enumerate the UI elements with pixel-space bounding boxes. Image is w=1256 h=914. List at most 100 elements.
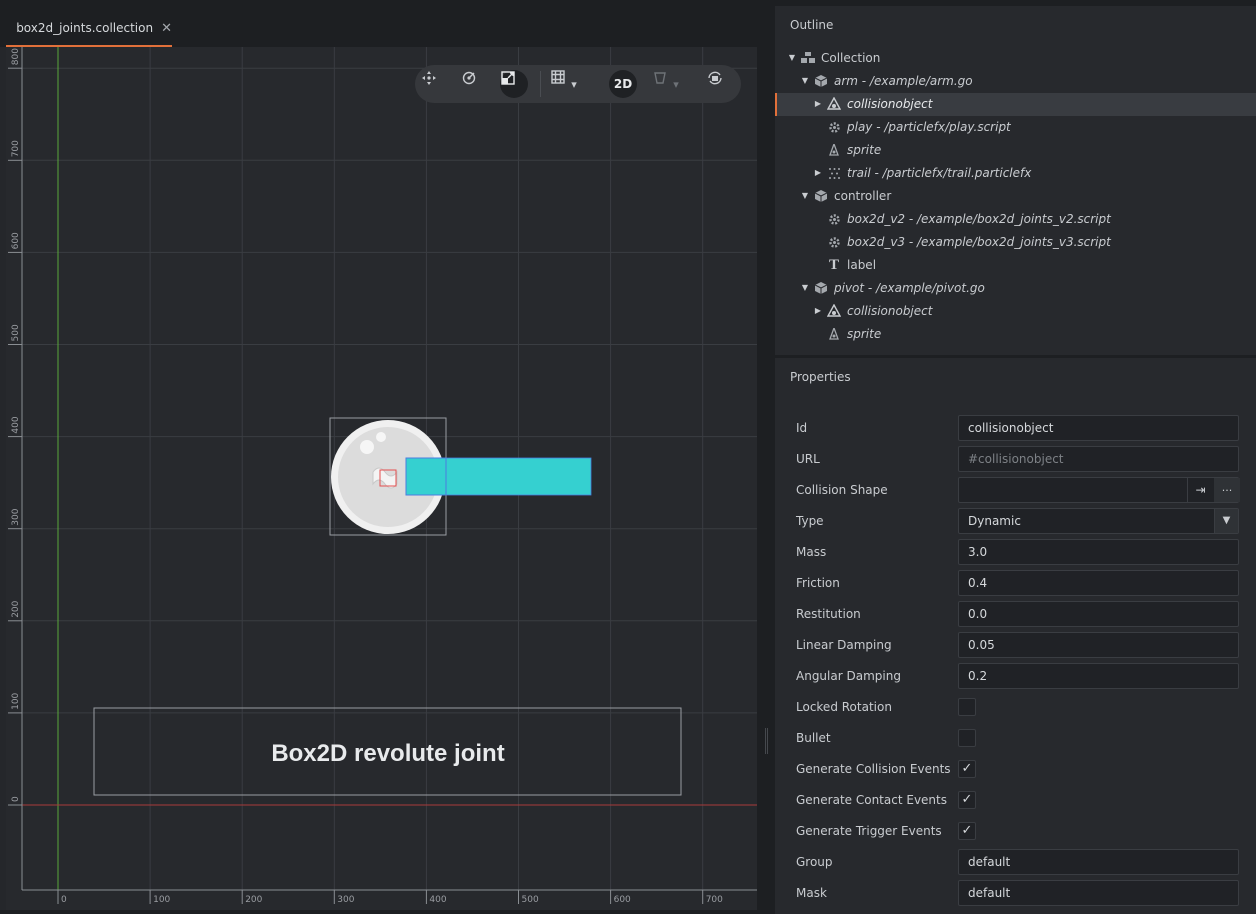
outline-item[interactable]: ▼ pivot - /example/pivot.go <box>775 277 1256 300</box>
prop-row-type: Type Dynamic ▼ <box>775 508 1256 534</box>
outline-item[interactable]: box2d_v3 - /example/box2d_joints_v3.scri… <box>775 231 1256 254</box>
status-strip <box>0 910 757 914</box>
generate-collision-events-checkbox[interactable]: ✓ <box>958 760 976 778</box>
camera-icon <box>708 71 722 85</box>
outline-item[interactable]: ▼ arm - /example/arm.go <box>775 70 1256 93</box>
collection-icon <box>801 51 815 65</box>
outline-item[interactable]: ▼ Collection <box>775 47 1256 70</box>
y-tick-label: 0 <box>11 796 21 802</box>
tab-title: box2d_joints.collection <box>16 21 154 35</box>
type-select[interactable]: Dynamic ▼ <box>958 508 1239 534</box>
prop-row-id: Id collisionobject <box>775 415 1256 441</box>
id-label: Id <box>796 421 808 435</box>
goto-resource-icon[interactable]: ⇥ <box>1187 478 1213 502</box>
gameobject-icon <box>814 74 828 88</box>
visibility-icon <box>654 72 666 84</box>
outline-item[interactable]: ▶ collisionobject <box>775 93 1256 116</box>
expand-arrow-icon[interactable]: ▼ <box>788 53 796 62</box>
prop-row-linear-damping: Linear Damping 0.05 <box>775 632 1256 658</box>
gameobject-icon <box>814 189 828 203</box>
splitter-grip[interactable] <box>765 728 768 754</box>
outline-item-label: sprite <box>847 143 882 157</box>
mode-2d-button[interactable]: 2D <box>609 70 637 98</box>
bullet-checkbox[interactable] <box>958 729 976 747</box>
prop-row-friction: Friction 0.4 <box>775 570 1256 596</box>
browse-button[interactable]: ... <box>1214 478 1240 502</box>
outline-item[interactable]: play - /particlefx/play.script <box>775 116 1256 139</box>
scene-canvas[interactable]: 0 100 200 300 400 500 600 700 0 100 200 300 400 500 6… <box>6 47 757 910</box>
outline-item[interactable]: ▶ trail - /particlefx/trail.particlefx <box>775 162 1256 185</box>
outline-item-label: play - /particlefx/play.script <box>847 120 1011 134</box>
editor-pane: box2d_joints.collection ✕ 0 100 200 300 400 5… <box>0 0 757 914</box>
outline-item[interactable]: box2d_v2 - /example/box2d_joints_v2.scri… <box>775 208 1256 231</box>
collapse-arrow-icon[interactable]: ▶ <box>814 168 822 177</box>
properties-panel: Properties Id collisionobject URL #colli… <box>775 358 1256 914</box>
script-icon <box>827 235 841 249</box>
grid-settings-button[interactable]: ▾ <box>551 70 593 98</box>
generate-trigger-events-checkbox[interactable]: ✓ <box>958 822 976 840</box>
generate-contact-events-checkbox[interactable]: ✓ <box>958 791 976 809</box>
visibility-filter-button[interactable]: ▾ <box>653 70 695 98</box>
linear-damping-field[interactable]: 0.05 <box>958 632 1239 658</box>
group-field[interactable]: default <box>958 849 1239 875</box>
mask-field[interactable]: default <box>958 880 1239 906</box>
outline-item-label: arm - /example/arm.go <box>834 74 973 88</box>
collision-shape-field[interactable]: ⇥ ... <box>958 477 1240 503</box>
outline-item-label: trail - /particlefx/trail.particlefx <box>847 166 1032 180</box>
scale-icon <box>501 71 515 85</box>
outline-item[interactable]: ▼ controller <box>775 185 1256 208</box>
scene-toolbar: ▾ 2D ▾ <box>415 65 741 103</box>
dropdown-arrow-icon[interactable]: ▼ <box>1214 509 1238 533</box>
collapse-arrow-icon[interactable]: ▶ <box>814 99 822 108</box>
arm-sprite[interactable] <box>406 458 591 495</box>
scale-tool-button[interactable] <box>500 70 528 98</box>
script-icon <box>827 212 841 226</box>
mass-field[interactable]: 3.0 <box>958 539 1239 565</box>
pivot-highlight <box>360 440 374 454</box>
group-label: Group <box>796 855 833 869</box>
tab-box2d-joints-collection[interactable]: box2d_joints.collection ✕ <box>6 11 172 47</box>
camera-reset-button[interactable] <box>707 70 735 98</box>
url-field[interactable]: #collisionobject <box>958 446 1239 472</box>
expand-arrow-icon[interactable]: ▼ <box>801 283 809 292</box>
friction-field[interactable]: 0.4 <box>958 570 1239 596</box>
id-field[interactable]: collisionobject <box>958 415 1239 441</box>
sprite-icon <box>827 143 841 157</box>
x-tick-label: 400 <box>429 895 446 905</box>
outline-item[interactable]: ▶ collisionobject <box>775 300 1256 323</box>
outline-item-label: controller <box>834 189 892 203</box>
toolbar-separator <box>540 71 541 97</box>
label-text: Box2D revolute joint <box>271 740 504 767</box>
outline-item[interactable]: sprite <box>775 139 1256 162</box>
move-tool-button[interactable] <box>421 70 449 98</box>
locked-rotation-checkbox[interactable] <box>958 698 976 716</box>
grid-icon <box>551 70 565 84</box>
outline-item-label: box2d_v3 - /example/box2d_joints_v3.scri… <box>847 235 1111 249</box>
linear-damping-label: Linear Damping <box>796 638 892 652</box>
properties-title: Properties <box>790 370 851 384</box>
expand-arrow-icon[interactable]: ▼ <box>801 191 809 200</box>
outline-item[interactable]: sprite <box>775 323 1256 346</box>
prop-row-locked-rotation: Locked Rotation <box>775 694 1256 720</box>
y-tick-label: 600 <box>11 232 21 249</box>
x-tick-label: 300 <box>337 895 354 905</box>
rotate-tool-button[interactable] <box>461 70 489 98</box>
outline-panel: Outline ▼ Collection ▼ arm - /example/arm.g… <box>775 6 1256 355</box>
scene-viewport[interactable]: 0 100 200 300 400 500 600 700 0 100 200 300 400 500 6… <box>6 47 757 910</box>
chevron-down-icon: ▾ <box>571 77 577 91</box>
tab-bar: box2d_joints.collection ✕ <box>0 0 757 47</box>
label-box[interactable] <box>93 707 682 796</box>
locked-rotation-label: Locked Rotation <box>796 700 892 714</box>
collapse-arrow-icon[interactable]: ▶ <box>814 306 822 315</box>
expand-arrow-icon[interactable]: ▼ <box>801 76 809 85</box>
restitution-field[interactable]: 0.0 <box>958 601 1239 627</box>
friction-label: Friction <box>796 576 840 590</box>
close-icon[interactable]: ✕ <box>161 20 172 36</box>
y-tick-label: 400 <box>11 416 21 433</box>
panel-splitter[interactable] <box>757 0 775 914</box>
move-icon <box>422 71 436 85</box>
prop-row-mass: Mass 3.0 <box>775 539 1256 565</box>
angular-damping-field[interactable]: 0.2 <box>958 663 1239 689</box>
